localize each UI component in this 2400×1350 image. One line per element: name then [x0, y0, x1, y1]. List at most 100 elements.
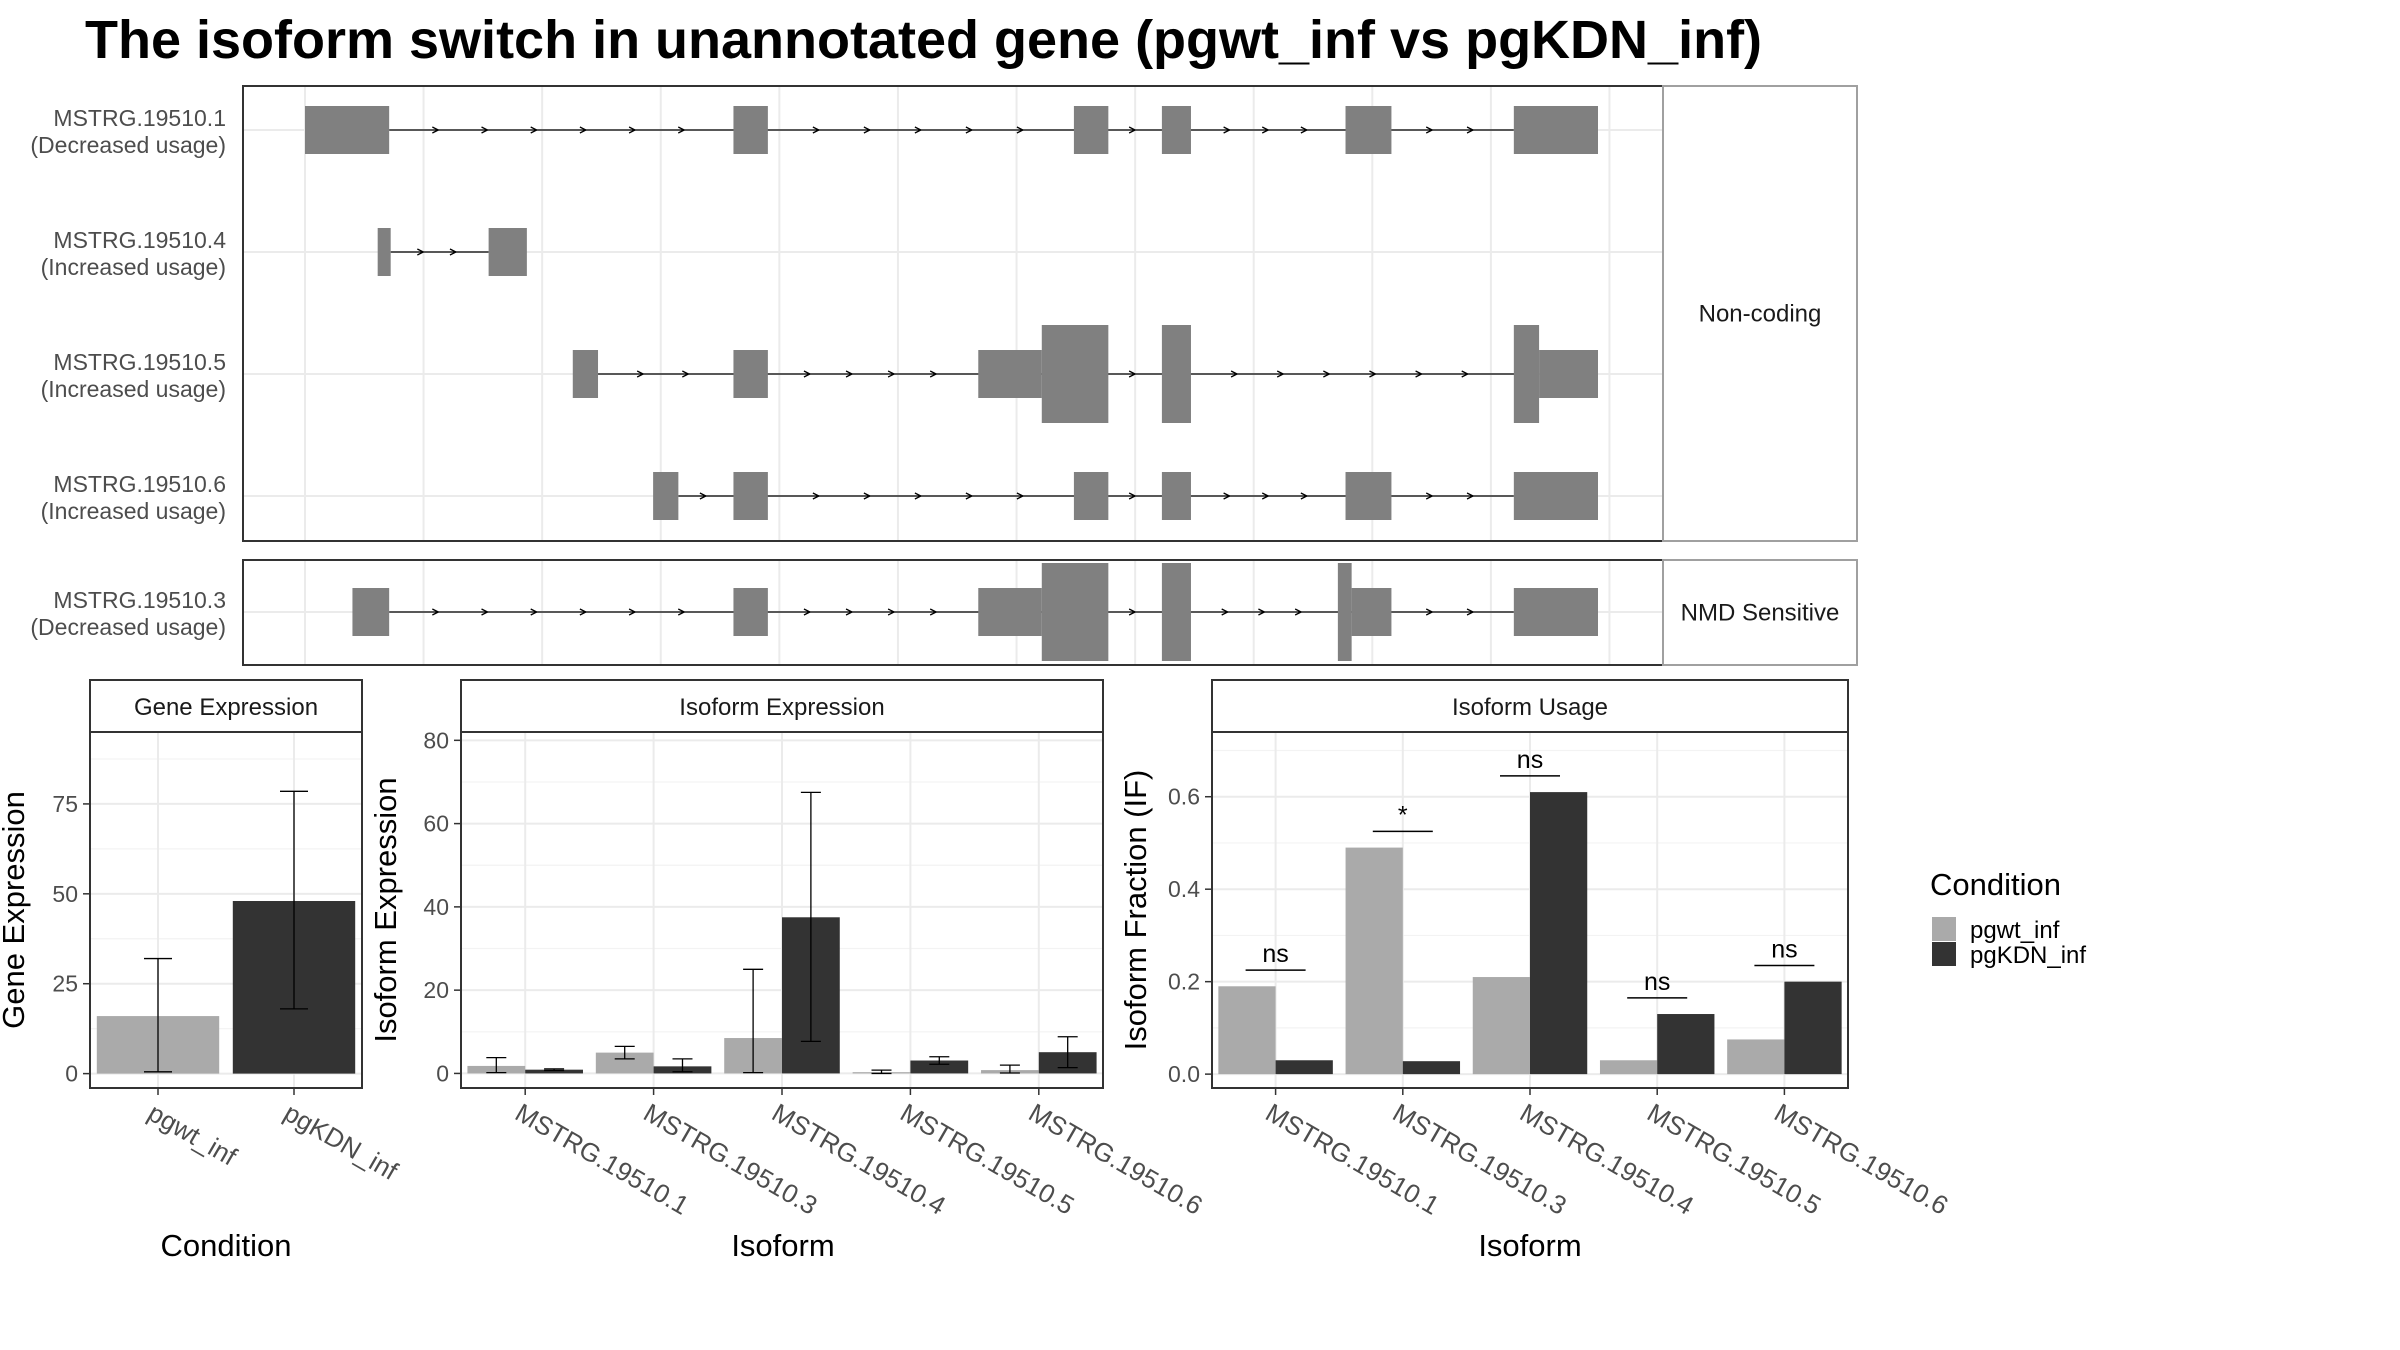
- exon: [653, 472, 679, 520]
- y-tick-label: 75: [52, 791, 78, 817]
- usage-label: (Increased usage): [41, 498, 226, 524]
- direction-arrow: [1466, 608, 1475, 616]
- exon: [1513, 106, 1598, 154]
- exon: [1345, 472, 1392, 520]
- exon: [305, 106, 390, 154]
- isoform-label: MSTRG.19510.3: [53, 587, 226, 613]
- significance-label: ns: [1771, 935, 1797, 963]
- direction-arrow: [1261, 126, 1270, 134]
- exon: [733, 106, 768, 154]
- direction-arrow: [628, 608, 637, 616]
- bar: [595, 1052, 654, 1074]
- transcript-MSTRG.19510.4: [377, 228, 527, 276]
- direction-arrow: [887, 370, 896, 378]
- bar: [1218, 986, 1276, 1075]
- direction-arrow: [803, 370, 812, 378]
- bar: [1402, 1061, 1461, 1075]
- direction-arrow: [1016, 126, 1025, 134]
- direction-arrow: [965, 492, 974, 500]
- exon: [1041, 563, 1109, 661]
- facet-strip: [460, 679, 1104, 733]
- direction-arrow: [481, 608, 489, 616]
- facet-strip: [1662, 85, 1858, 542]
- direction-arrow: [1016, 492, 1025, 500]
- direction-arrow: [1461, 370, 1470, 378]
- direction-arrow: [1425, 608, 1434, 616]
- usage-label: (Increased usage): [41, 376, 226, 402]
- exon: [1513, 325, 1540, 423]
- exon: [978, 588, 1042, 636]
- transcript-MSTRG.19510.5: [572, 325, 1598, 423]
- facet-strip-label: Isoform Expression: [679, 694, 884, 721]
- direction-arrow: [1466, 126, 1475, 134]
- significance-label: ns: [1517, 746, 1543, 774]
- direction-arrow: [530, 608, 539, 616]
- direction-arrow: [1221, 608, 1230, 616]
- direction-arrow: [1223, 492, 1232, 500]
- isoform-label: MSTRG.19510.5: [53, 349, 226, 375]
- direction-arrow: [1258, 608, 1266, 616]
- direction-arrow: [1223, 126, 1232, 134]
- bar: [1599, 1060, 1658, 1075]
- direction-arrow: [628, 126, 637, 134]
- y-tick-label: 0: [436, 1060, 449, 1086]
- direction-arrow: [812, 126, 821, 134]
- structure-panel-1: MSTRG.19510.3(Decreased usage) NMD Sensit…: [30, 559, 1858, 666]
- direction-arrow: [863, 126, 872, 134]
- y-axis-title: Gene Expression: [0, 791, 31, 1029]
- bar-panels: 0 25 50 75 Gene Expression pgwt_inf pgKDN_inf C…: [0, 679, 1953, 1263]
- direction-arrow: [449, 248, 458, 256]
- direction-arrow: [1466, 492, 1475, 500]
- y-tick-label: 0.0: [1168, 1061, 1200, 1087]
- facet-strip: [89, 679, 363, 733]
- transcript-MSTRG.19510.1: [305, 106, 1598, 154]
- isoform-label: MSTRG.19510.1: [53, 105, 226, 131]
- transcript-MSTRG.19510.6: [653, 472, 1598, 520]
- direction-arrow: [1261, 492, 1270, 500]
- direction-arrow: [1128, 608, 1137, 616]
- direction-arrow: [1369, 370, 1377, 378]
- exon: [1161, 472, 1191, 520]
- y-tick-label: 0: [65, 1061, 78, 1087]
- direction-arrow: [1128, 126, 1137, 134]
- x-axis-title: Isoform: [731, 1228, 834, 1263]
- exon: [1161, 325, 1191, 423]
- transcript-MSTRG.19510.3: [352, 563, 1598, 661]
- exon: [733, 350, 768, 398]
- legend-key: [1932, 942, 1956, 966]
- direction-arrow: [432, 608, 440, 616]
- y-tick-label: 50: [52, 881, 78, 907]
- bar: [1727, 1039, 1785, 1075]
- exon: [1539, 350, 1598, 398]
- legend-label: pgwt_inf: [1970, 917, 2060, 944]
- bar: [525, 1069, 583, 1074]
- bar: [1275, 1060, 1333, 1075]
- y-tick-label: 40: [423, 894, 449, 920]
- exon: [488, 228, 527, 276]
- direction-arrow: [845, 370, 854, 378]
- direction-arrow: [1323, 370, 1331, 378]
- isoform-label: MSTRG.19510.4: [53, 227, 226, 253]
- y-tick-label: 60: [423, 811, 449, 837]
- x-axis-title: Condition: [161, 1228, 292, 1263]
- x-tick-label: pgKDN_inf: [279, 1097, 404, 1186]
- significance-label: ns: [1644, 968, 1670, 996]
- exon: [377, 228, 391, 276]
- direction-arrow: [965, 126, 974, 134]
- direction-arrow: [579, 126, 588, 134]
- exon: [1161, 563, 1191, 661]
- exon: [1513, 588, 1598, 636]
- exon: [978, 350, 1042, 398]
- direction-arrow: [1425, 126, 1434, 134]
- direction-arrow: [579, 608, 588, 616]
- direction-arrow: [1128, 370, 1137, 378]
- facet-strip-label: Gene Expression: [134, 694, 318, 721]
- direction-arrow: [481, 126, 489, 134]
- direction-arrow: [803, 608, 812, 616]
- legend-title: Condition: [1930, 867, 2061, 902]
- chart-title: The isoform switch in unannotated gene (…: [85, 10, 1762, 70]
- bar: [1345, 847, 1403, 1075]
- facet-strip: [1211, 679, 1849, 733]
